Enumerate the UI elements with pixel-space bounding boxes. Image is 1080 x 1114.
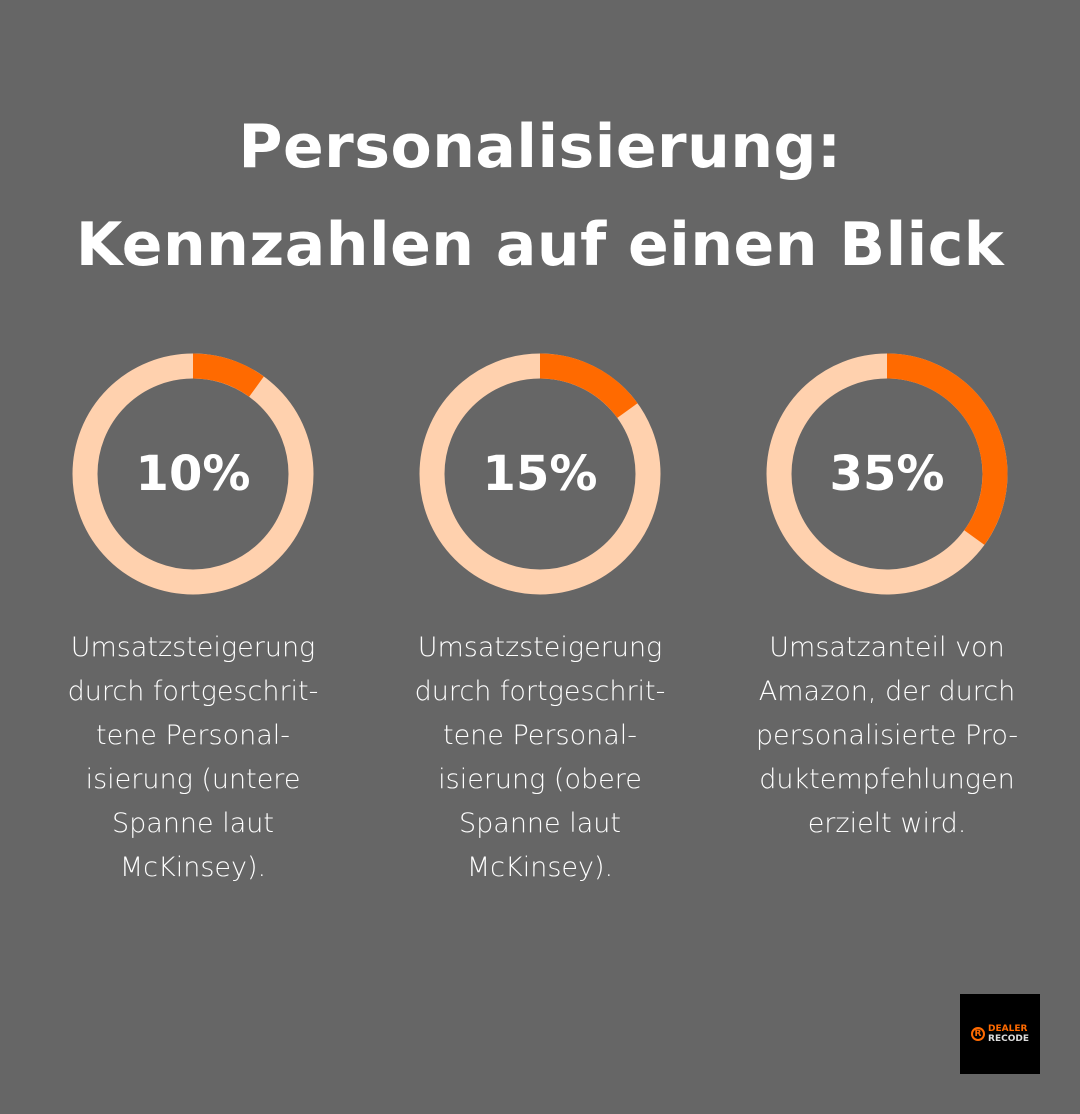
description: Umsatzsteigerung durch fortgeschrit-tene …: [43, 626, 343, 890]
percentage-label: 10%: [135, 446, 251, 502]
description-line: duktempfehlungen: [759, 764, 1015, 795]
description-line: Umsatzsteigerung: [70, 632, 316, 663]
logo-line-1: DEALER: [988, 1024, 1028, 1034]
description-line: durch fortgeschrit-: [414, 676, 666, 707]
title-line-1: Personalisierung:: [238, 112, 842, 182]
donut-card: 35% Umsatzanteil von Amazon, der durch pers…: [737, 352, 1037, 846]
title-line-2: Kennzahlen auf einen Blick: [75, 210, 1005, 280]
description-line: Spanne laut: [459, 808, 621, 839]
description-line: McKinsey).: [119, 852, 267, 883]
description-line: Umsatzsteigerung: [417, 632, 663, 663]
description-line: McKinsey).: [466, 852, 614, 883]
donut-value-arc: [419, 353, 661, 595]
donut-chart: [72, 353, 314, 595]
description-line: tene Personal-: [442, 720, 638, 751]
description-line: personalisierte Pro-: [755, 720, 1019, 751]
logo-r-icon: R: [971, 1027, 986, 1041]
percentage-label: 15%: [482, 446, 598, 502]
description-line: isierung (obere: [438, 764, 642, 795]
description: Umsatzanteil von Amazon, der durch persona…: [737, 626, 1037, 846]
logo-line-2: RECODE: [988, 1034, 1029, 1044]
description-line: Amazon, der durch: [758, 676, 1016, 707]
description-line: Umsatzanteil von: [769, 632, 1005, 663]
description-line: durch fortgeschrit-: [67, 676, 319, 707]
description-line: tene Personal-: [95, 720, 291, 751]
dealer-recode-logo: R DEALER RECODE: [960, 994, 1040, 1074]
donut-card: 10% Umsatzsteigerung durch fortgeschrit-te…: [43, 352, 343, 890]
donut-chart: [419, 353, 661, 595]
description-line: erzielt wird.: [807, 808, 967, 839]
donut-card: 15% Umsatzsteigerung durch fortgeschrit-te…: [390, 352, 690, 890]
donut-value-arc: [72, 353, 314, 595]
percentage-label: 35%: [829, 446, 945, 502]
description-line: Spanne laut: [112, 808, 274, 839]
donut-chart: [766, 353, 1008, 595]
page-title: Personalisierung: Kennzahlen auf einen B…: [0, 98, 1080, 294]
description: Umsatzsteigerung durch fortgeschrit-tene …: [390, 626, 690, 890]
description-line: isierung (untere: [85, 764, 301, 795]
donut-value-arc: [766, 353, 1008, 595]
